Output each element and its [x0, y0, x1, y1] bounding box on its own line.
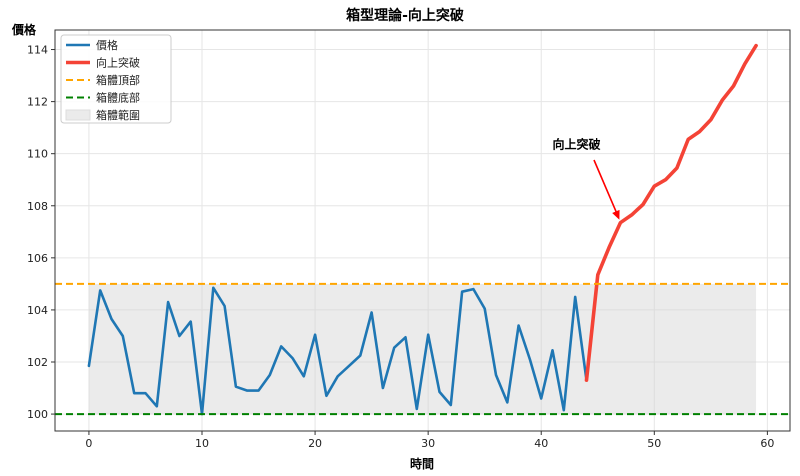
x-axis-label: 時間 — [410, 456, 434, 471]
chart-title: 箱型理論-向上突破 — [346, 7, 464, 24]
y-tick-label: 104 — [27, 304, 48, 317]
x-tick-label: 60 — [760, 437, 774, 450]
y-tick-label: 114 — [27, 44, 48, 57]
legend-label: 箱體頂部 — [96, 73, 140, 87]
breakout-line — [584, 43, 758, 383]
x-tick-label: 10 — [195, 437, 209, 450]
legend-label: 箱體底部 — [96, 91, 140, 105]
arrow-head-icon — [612, 209, 620, 220]
legend-label: 向上突破 — [96, 56, 140, 70]
y-tick-label: 110 — [27, 148, 48, 161]
x-tick-label: 20 — [308, 437, 322, 450]
legend-label: 箱體範圍 — [96, 108, 140, 122]
y-tick-label: 102 — [27, 356, 48, 369]
x-tick-label: 40 — [534, 437, 548, 450]
legend-box — [60, 34, 172, 124]
y-tick-label: 100 — [27, 408, 48, 421]
x-tick-label: 30 — [421, 437, 435, 450]
y-tick-label: 112 — [27, 96, 48, 109]
price-line — [87, 286, 588, 416]
annotation-text: 向上突破 — [553, 136, 601, 151]
y-tick-label: 108 — [27, 200, 48, 213]
y-tick-label: 106 — [27, 252, 48, 265]
annotation-arrow — [593, 159, 619, 216]
x-tick-label: 50 — [647, 437, 661, 450]
legend-label: 價格 — [96, 38, 118, 52]
box-range-fill — [88, 283, 757, 415]
axes-frame — [54, 29, 791, 432]
x-tick-label: 0 — [85, 437, 92, 450]
y-axis-label: 價格 — [11, 22, 37, 37]
legend-swatch-fill — [65, 109, 91, 121]
plot-area: 0 10 20 30 40 50 60 100 102 104 106 108 110 112 114 向上突… — [27, 29, 791, 450]
